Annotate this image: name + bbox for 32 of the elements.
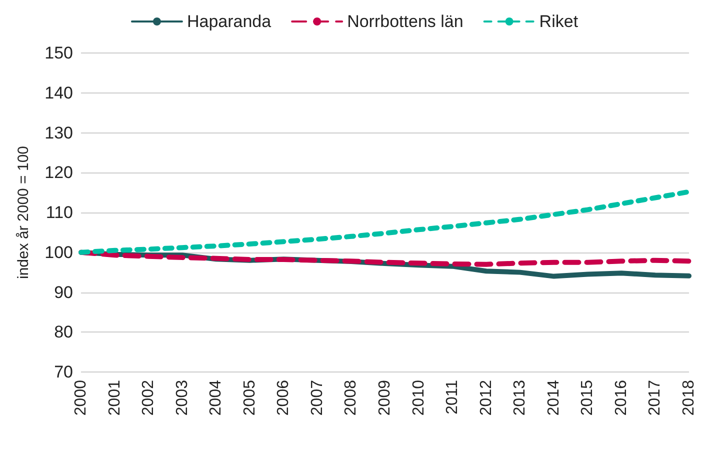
legend-label: Riket	[539, 12, 578, 31]
x-tick-label: 2006	[275, 380, 292, 416]
y-tick-label: 90	[54, 282, 73, 302]
x-tick-label: 2008	[342, 380, 360, 416]
y-tick-label: 70	[54, 362, 73, 382]
x-tick-label: 2009	[376, 380, 394, 416]
x-tick-label: 2001	[106, 380, 124, 416]
x-tick-label: 2010	[410, 380, 428, 416]
y-tick-label: 130	[44, 123, 73, 142]
y-axis-title: index år 2000 = 100	[15, 146, 32, 280]
x-tick-label: 2011	[444, 380, 462, 414]
y-tick-label: 110	[46, 203, 73, 222]
legend-label: Haparanda	[186, 12, 272, 31]
x-tick-label: 2007	[308, 380, 326, 416]
x-tick-label: 2002	[140, 380, 158, 416]
y-tick-label: 140	[44, 83, 73, 102]
legend-label: Norrbottens län	[347, 12, 464, 31]
x-tick-label: 2005	[241, 380, 258, 416]
x-tick-label: 2017	[646, 380, 664, 416]
x-tick-label: 2014	[545, 380, 562, 416]
y-tick-label: 120	[44, 163, 73, 182]
x-tick-label: 2004	[208, 380, 225, 416]
x-tick-label: 2015	[579, 380, 596, 416]
y-tick-label: 150	[44, 44, 73, 62]
x-tick-label: 2013	[512, 380, 529, 416]
x-tick-label: 2012	[478, 380, 495, 416]
x-tick-label: 2000	[72, 380, 90, 416]
y-tick-label: 80	[54, 322, 73, 342]
x-tick-label: 2018	[680, 380, 698, 416]
y-tick-label: 100	[44, 242, 73, 262]
x-tick-label: 2003	[174, 380, 191, 416]
x-tick-label: 2016	[612, 380, 630, 416]
